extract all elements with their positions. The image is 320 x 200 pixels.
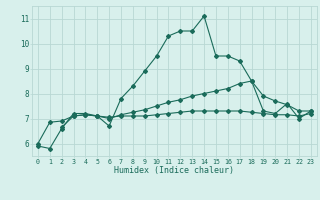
X-axis label: Humidex (Indice chaleur): Humidex (Indice chaleur): [115, 166, 234, 175]
